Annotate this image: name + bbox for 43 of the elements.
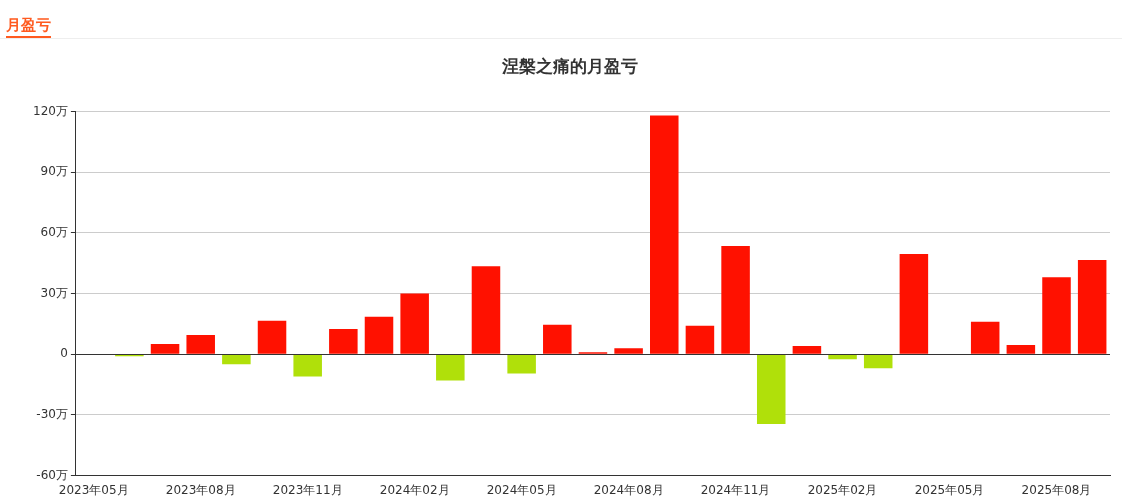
bar [721,245,750,354]
y-tick-label: 90万 [40,164,68,179]
x-tick-label: 2023年11月 [272,482,343,497]
bar [899,254,929,354]
bar [222,354,251,365]
chart-title: 涅槃之痛的月盈亏 [501,55,638,76]
x-tick-label: 2025年05月 [914,482,985,497]
bar [329,328,358,354]
bar [1077,260,1107,354]
x-tick-label: 2024年11月 [700,482,771,497]
x-tick-label: 2024年05月 [486,482,557,497]
bar [400,293,429,354]
bar [471,266,501,354]
x-tick-label: 2023年05月 [58,482,129,497]
bar [614,348,643,354]
y-tick-label: 0 [60,346,68,361]
y-tick-label: 60万 [40,224,68,239]
x-tick-label: 2024年02月 [379,482,450,497]
x-tick-label: 2023年08月 [165,482,236,497]
x-tick-label: 2024年08月 [593,482,664,497]
text: 月盈亏 [6,16,51,38]
bar [650,115,679,354]
y-tick-label: 120万 [33,103,68,118]
y-tick-label: -60万 [36,467,68,482]
bar [685,325,715,354]
bar [507,354,536,374]
bar [756,354,786,425]
bar [970,321,1000,354]
bar [1006,345,1036,354]
x-tick-label: 2025年02月 [807,482,878,497]
bar [792,346,822,354]
bar [543,324,572,354]
bar [257,320,287,354]
y-tick-label: 30万 [40,285,68,300]
bar [436,354,465,381]
bar [293,354,322,377]
bar [1042,277,1071,354]
y-tick-label: -30万 [36,407,68,422]
bar [364,316,394,354]
bar [863,354,893,369]
bar [150,344,180,354]
bar [186,334,215,354]
x-tick-label: 2025年08月 [1021,482,1092,497]
